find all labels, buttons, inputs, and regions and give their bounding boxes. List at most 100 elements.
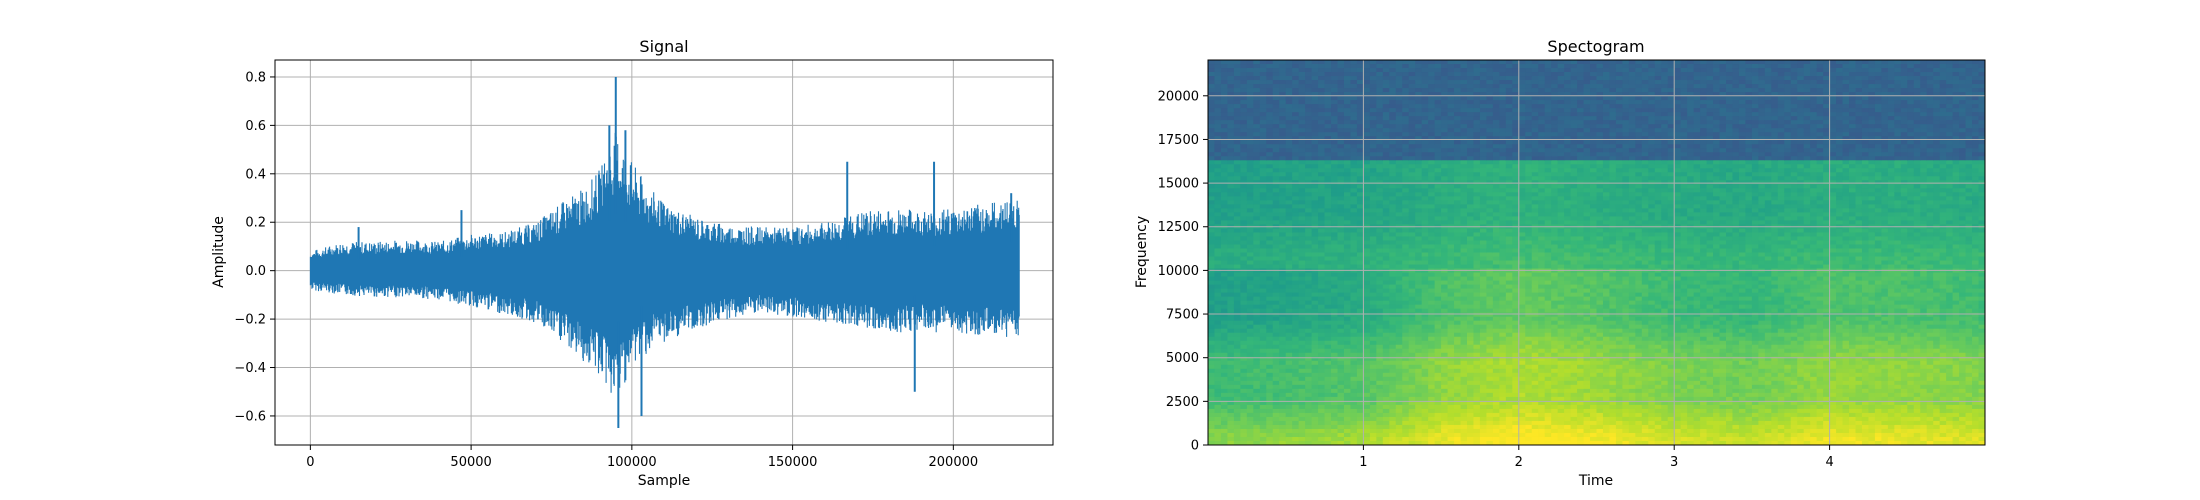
spectrogram-cell	[1356, 192, 1364, 197]
spectrogram-cell	[1473, 244, 1481, 250]
spectrogram-cell	[1454, 332, 1462, 338]
spectrogram-cell	[1363, 376, 1371, 382]
spectrogram-cell	[1499, 412, 1507, 418]
spectrogram-cell	[1272, 396, 1280, 402]
signal-panel: Signal 0 50000 100000 150000 200000 −0.6−0.4…	[211, 37, 1054, 489]
spectrogram-cell	[1266, 116, 1274, 121]
spectrogram-cell	[1363, 392, 1371, 398]
spectrogram-cell	[1538, 96, 1546, 101]
spectrogram-cell	[1486, 376, 1494, 382]
spectrogram-cell	[1395, 68, 1403, 73]
spectrogram-cell	[1305, 216, 1313, 222]
spectrogram-cell	[1441, 212, 1449, 218]
spectrogram-cell	[1331, 400, 1339, 406]
spectrogram-cell	[1512, 204, 1520, 209]
spectrogram-cell	[1473, 404, 1481, 410]
spectrogram-cell	[1298, 412, 1306, 418]
spectrogram-cell	[1292, 60, 1300, 65]
spectrogram-cell	[1311, 336, 1319, 342]
spectrogram-cell	[1447, 60, 1455, 65]
spectrogram-cell	[1298, 284, 1306, 290]
spectrogram-cell	[1240, 344, 1248, 350]
spectrogram-cell	[1395, 80, 1403, 85]
spectrogram-cell	[1311, 248, 1319, 254]
spectrogram-cell	[1272, 208, 1280, 213]
spectrogram-cell	[1505, 132, 1513, 137]
spectrogram-cell	[1363, 276, 1371, 282]
spectrogram-cell	[1337, 152, 1345, 157]
spectrogram-cell	[1208, 248, 1216, 254]
spectrogram-cell	[1253, 332, 1261, 338]
spectrogram-cell	[1298, 404, 1306, 410]
spectrogram-cell	[1467, 236, 1475, 242]
spectrogram-cell	[1492, 344, 1500, 350]
spectrogram-cell	[1395, 320, 1403, 326]
spectrogram-cell	[1454, 92, 1462, 97]
spectrogram-cell	[1363, 240, 1371, 246]
spectrogram-cell	[1479, 232, 1488, 238]
spectrogram-cell	[1447, 324, 1455, 330]
signal-x-label: Sample	[638, 473, 691, 489]
spectrogram-cell	[1415, 384, 1423, 390]
spectrogram-cell	[1505, 148, 1513, 153]
spectrogram-cell	[1518, 116, 1526, 121]
spectrogram-cell	[1525, 380, 1533, 386]
spectrogram-cell	[1311, 288, 1319, 294]
spectrogram-cell	[1389, 156, 1397, 161]
spectrogram-cell	[1285, 92, 1293, 97]
spectrogram-cell	[1253, 236, 1261, 242]
spectrogram-cell	[1305, 372, 1313, 378]
spectrogram-cell	[1214, 316, 1222, 322]
spectrogram-cell	[1434, 164, 1442, 169]
spectrogram-cell	[1331, 416, 1339, 422]
spectrogram-cell	[1473, 276, 1481, 282]
spectrogram-cell	[1350, 216, 1358, 222]
spectrogram-cell	[1447, 140, 1455, 145]
spectrogram-cell	[1382, 440, 1390, 445]
spectrogram-cell	[1311, 264, 1319, 270]
spectrogram-cell	[1285, 76, 1293, 81]
spectrogram-cell	[1428, 64, 1436, 69]
spectrogram-cell	[1467, 264, 1475, 270]
spectrogram-cell	[1415, 256, 1423, 262]
spectrogram-cell	[1441, 80, 1449, 85]
spectrogram-cell	[1525, 76, 1533, 81]
spectrogram-cell	[1279, 320, 1287, 326]
spectrogram-cell	[1240, 220, 1248, 226]
spectrogram-cell	[1253, 172, 1261, 177]
spectrogram-cell	[1505, 312, 1513, 318]
spectrogram-cell	[1408, 348, 1416, 354]
spectrogram-cell	[1227, 328, 1235, 334]
spectrogram-cell	[1518, 196, 1526, 201]
spectrogram-cell	[1408, 96, 1416, 101]
spectrogram-cell	[1279, 436, 1287, 442]
spectrogram-cell	[1292, 380, 1300, 386]
spectrogram-cell	[1441, 256, 1449, 262]
spectrogram-cell	[1208, 316, 1216, 322]
spectrogram-cell	[1441, 344, 1449, 350]
spectrogram-cell	[1447, 88, 1455, 93]
spectrogram-cell	[1363, 404, 1371, 410]
spectrogram-cell	[1415, 372, 1423, 378]
spectrogram-cell	[1259, 308, 1267, 314]
spectrogram-cell	[1246, 108, 1254, 113]
spectrogram-cell	[1356, 172, 1364, 177]
spectrogram-cell	[1298, 432, 1306, 438]
spectrogram-cell	[1220, 340, 1229, 346]
spectrogram-cell	[1486, 64, 1494, 69]
spectrogram-cell	[1421, 352, 1429, 358]
spectrogram-cell	[1279, 204, 1287, 209]
spectrogram-cell	[1285, 380, 1293, 386]
spectrogram-cell	[1246, 140, 1254, 145]
spectrogram-cell	[1369, 240, 1377, 246]
spectrogram-cell	[1376, 64, 1384, 69]
spectrogram-cell	[1324, 304, 1332, 310]
spectrogram-cell	[1246, 340, 1254, 346]
spectrogram-cell	[1298, 300, 1306, 306]
spectrogram-cell	[1473, 80, 1481, 85]
spectrogram-cell	[1402, 276, 1410, 282]
spectrogram-cell	[1441, 296, 1449, 302]
spectrogram-cell	[1343, 408, 1352, 414]
spectrogram-cell	[1331, 188, 1339, 193]
spectrogram-cell	[1415, 220, 1423, 226]
